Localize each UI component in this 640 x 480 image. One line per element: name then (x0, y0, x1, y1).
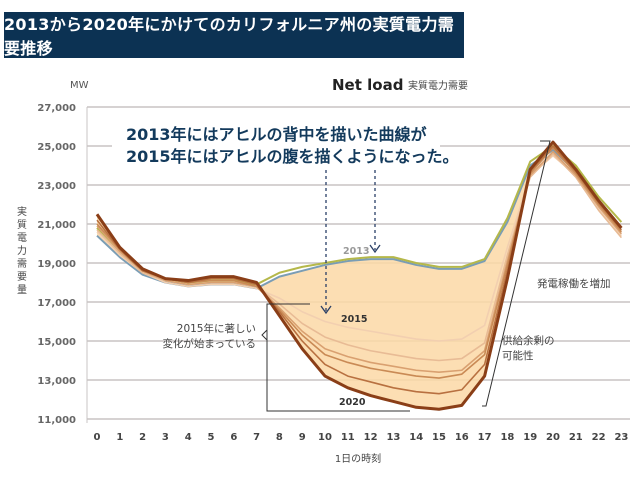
surplus-note-line-1: 供給余剰の (502, 334, 555, 347)
chart-subtitle: 実質電力需要 (408, 79, 468, 92)
x-tick-label: 22 (592, 432, 606, 443)
label-2020: 2020 (339, 397, 366, 408)
x-tick-label: 18 (500, 432, 514, 443)
series-lines (95, 140, 623, 411)
series-line-2020 (95, 140, 623, 411)
y-axis-label-char: 電 (17, 232, 27, 244)
x-tick-labels: 0 1 2 3 4 5 6 7 8 9 10 11 12 13 14 15 16 17 18 19 20 21 22 23 (94, 432, 629, 443)
x-tick-label: 20 (546, 432, 560, 443)
arrow-head-2013 (369, 244, 381, 254)
change-bracket-notch (261, 329, 268, 341)
x-tick-label: 6 (230, 432, 237, 443)
x-tick-label: 13 (386, 432, 400, 443)
x-tick-label: 4 (185, 432, 192, 443)
headline-line-2: 2015年にはアヒルの腹を描くようになった。 (126, 147, 459, 166)
belly-fill-area (97, 142, 622, 410)
y-axis-label-char: 質 (17, 218, 27, 231)
label-2013: 2013 (343, 246, 369, 257)
y-tick-label: 23,000 (37, 181, 76, 192)
y-tick-label: 15,000 (37, 337, 76, 348)
x-tick-label: 5 (208, 432, 215, 443)
y-tick-label: 25,000 (37, 142, 76, 153)
x-tick-label: 11 (341, 432, 355, 443)
change-note-line-1: 2015年に著しい (177, 322, 256, 335)
arrow-head-2015 (320, 305, 332, 315)
change-note-line-2: 変化が始まっている (162, 337, 256, 350)
x-axis-label: 1日の時刻 (335, 452, 381, 465)
x-tick-label: 7 (253, 432, 260, 443)
y-tick-label: 27,000 (37, 103, 76, 114)
x-tick-label: 21 (569, 432, 583, 443)
headline-background (112, 118, 440, 168)
x-tick-label: 15 (432, 432, 446, 443)
x-tick-label: 0 (94, 432, 101, 443)
page-title: 2013から2020年にかけてのカリフォルニア州の実質電力需要推移 (4, 12, 464, 58)
y-unit-label: MW (70, 80, 89, 91)
y-tick-label: 17,000 (37, 298, 76, 309)
x-tick-label: 1 (116, 432, 123, 443)
label-2015: 2015 (341, 314, 367, 325)
x-tick-label: 14 (409, 432, 423, 443)
ramp-note: 発電稼働を増加 (537, 277, 611, 290)
y-axis-label-char: 力 (17, 244, 27, 257)
y-tick-label: 11,000 (37, 415, 76, 426)
x-tick-label: 23 (614, 432, 628, 443)
y-axis-label-char: 需 (17, 258, 27, 270)
y-axis-label-char: 量 (17, 284, 27, 296)
x-tick-label: 2 (139, 432, 146, 443)
chart-title: Net load (332, 76, 403, 94)
ramp-bracket (482, 140, 551, 407)
series-line-2017 (96, 151, 623, 374)
headline-line-1: 2013年にはアヒルの背中を描いた曲線が (126, 125, 427, 144)
x-tick-label: 9 (299, 432, 306, 443)
x-tick-label: 8 (276, 432, 283, 443)
x-tick-label: 12 (364, 432, 378, 443)
x-tick-label: 17 (478, 432, 492, 443)
y-axis-label-char: 要 (17, 271, 27, 283)
y-tick-label: 13,000 (37, 376, 76, 387)
y-tick-label: 19,000 (37, 259, 76, 270)
x-tick-label: 19 (523, 432, 537, 443)
y-tick-labels: 11,000 13,000 15,000 17,000 19,000 21,000 23,0… (37, 103, 76, 426)
x-tick-label: 16 (455, 432, 469, 443)
x-tick-label: 10 (318, 432, 332, 443)
y-tick-label: 21,000 (37, 220, 76, 231)
x-tick-label: 3 (162, 432, 169, 443)
surplus-note-line-2: 可能性 (502, 349, 534, 362)
y-axis-label-char: 実 (17, 205, 27, 218)
change-bracket (266, 303, 410, 412)
